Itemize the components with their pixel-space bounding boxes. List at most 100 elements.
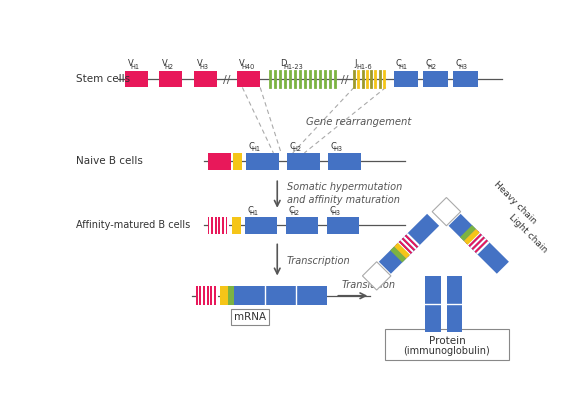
Bar xyxy=(208,217,209,234)
Text: Gene rearrangement: Gene rearrangement xyxy=(306,117,411,127)
Bar xyxy=(213,217,214,234)
Bar xyxy=(212,286,214,305)
Text: J: J xyxy=(354,59,356,68)
Text: V: V xyxy=(162,59,167,68)
Text: C: C xyxy=(396,59,402,68)
Text: Translation: Translation xyxy=(342,279,396,290)
Text: C: C xyxy=(288,206,294,215)
Bar xyxy=(234,286,327,305)
Bar xyxy=(205,286,207,305)
Bar xyxy=(476,241,489,255)
Bar xyxy=(474,239,488,253)
Bar xyxy=(194,71,217,87)
Text: H2: H2 xyxy=(428,64,437,70)
Bar xyxy=(473,238,486,252)
Bar xyxy=(217,217,218,234)
Text: C: C xyxy=(426,59,431,68)
Bar xyxy=(362,262,391,290)
Bar xyxy=(472,237,485,250)
Text: Protein: Protein xyxy=(428,336,465,346)
Text: V: V xyxy=(128,59,133,68)
Text: H3: H3 xyxy=(199,64,208,70)
Text: H3: H3 xyxy=(458,64,467,70)
Bar xyxy=(246,153,279,170)
Bar xyxy=(209,286,210,305)
Bar xyxy=(203,286,205,305)
Text: Affinity-matured B cells: Affinity-matured B cells xyxy=(76,220,190,230)
Text: C: C xyxy=(455,59,461,68)
Bar xyxy=(218,217,220,234)
Bar xyxy=(286,217,319,234)
Text: H1: H1 xyxy=(251,146,260,152)
Bar xyxy=(233,153,243,170)
Bar xyxy=(227,217,229,234)
Bar xyxy=(211,217,213,234)
Text: H1: H1 xyxy=(398,64,407,70)
Bar xyxy=(447,276,462,332)
Text: H3: H3 xyxy=(334,146,342,152)
Bar xyxy=(208,153,231,170)
Bar xyxy=(198,286,200,305)
Text: C: C xyxy=(248,142,255,151)
Bar xyxy=(423,71,448,87)
Bar xyxy=(469,234,482,247)
Text: H3: H3 xyxy=(332,210,341,216)
Bar xyxy=(396,244,409,257)
Bar xyxy=(200,286,201,305)
Text: D: D xyxy=(281,59,287,68)
Bar xyxy=(397,242,411,255)
Bar xyxy=(237,71,260,87)
Bar xyxy=(232,217,241,234)
Bar xyxy=(288,153,320,170)
Bar xyxy=(379,214,439,274)
Bar xyxy=(393,71,418,87)
Text: C: C xyxy=(290,142,296,151)
Bar xyxy=(228,286,234,305)
Text: H2: H2 xyxy=(164,64,174,70)
Text: V: V xyxy=(197,59,202,68)
Bar xyxy=(125,71,148,87)
Bar xyxy=(214,217,217,234)
Text: Transcription: Transcription xyxy=(286,256,350,266)
Bar xyxy=(220,286,228,305)
Bar xyxy=(328,153,361,170)
Bar xyxy=(467,232,481,246)
Text: C: C xyxy=(331,142,336,151)
Bar xyxy=(405,235,419,248)
Bar xyxy=(222,217,224,234)
Bar xyxy=(400,239,414,253)
Bar xyxy=(201,286,203,305)
Text: C: C xyxy=(247,206,253,215)
Bar xyxy=(216,286,217,305)
Bar xyxy=(466,231,479,244)
Bar xyxy=(224,217,225,234)
Bar xyxy=(214,286,216,305)
Bar xyxy=(426,276,441,332)
Text: //: // xyxy=(223,75,231,85)
Text: H40: H40 xyxy=(241,64,254,70)
Text: (immunoglobulin): (immunoglobulin) xyxy=(404,346,490,356)
Bar xyxy=(210,286,212,305)
Text: H1-6: H1-6 xyxy=(356,64,372,70)
Bar xyxy=(390,246,406,262)
Bar xyxy=(209,217,211,234)
Bar xyxy=(220,217,222,234)
Bar xyxy=(245,217,277,234)
Bar xyxy=(196,286,198,305)
Text: H1-23: H1-23 xyxy=(283,64,302,70)
Bar xyxy=(432,197,461,226)
Bar xyxy=(448,214,509,274)
FancyBboxPatch shape xyxy=(385,329,509,360)
Bar xyxy=(207,286,209,305)
Bar xyxy=(402,237,415,251)
Text: H2: H2 xyxy=(290,210,300,216)
Text: H2: H2 xyxy=(292,146,301,152)
Bar xyxy=(460,225,476,241)
Bar xyxy=(398,240,412,254)
Bar xyxy=(403,236,417,249)
Bar xyxy=(225,217,227,234)
Bar xyxy=(407,233,420,246)
Text: H1: H1 xyxy=(130,64,139,70)
Text: H1: H1 xyxy=(250,210,259,216)
Text: V: V xyxy=(239,59,244,68)
